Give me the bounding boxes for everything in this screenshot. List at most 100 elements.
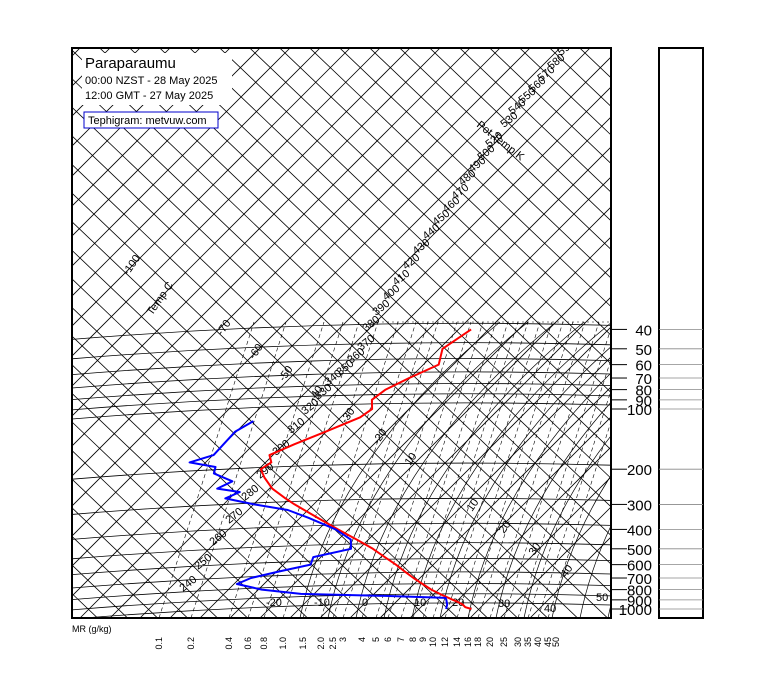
mr-label: 12 [440, 637, 450, 647]
isotherm-label: 10 [414, 597, 426, 609]
isotherm-line [409, 416, 611, 618]
dry-adiabat-line [0, 0, 90, 668]
dry-adiabat-line [219, 48, 611, 422]
temp-c-label: Temp C [145, 280, 177, 318]
mixing-ratio-line [302, 321, 399, 618]
mixing-ratio-line [422, 321, 519, 618]
isotherm-line [0, 0, 40, 618]
dry-adiabat-line [189, 48, 611, 451]
mr-label: 35 [523, 637, 533, 647]
mixing-ratio-line [375, 321, 472, 618]
mr-label: 2.0 [316, 637, 326, 650]
isotherm-label: -20 [266, 597, 282, 609]
dry-adiabat-line [129, 48, 611, 508]
mixing-ratio-line [489, 321, 586, 618]
mr-label: 6 [383, 637, 393, 642]
pressure-label: 50 [635, 342, 652, 359]
pressure-label: 100 [627, 402, 652, 419]
mixing-ratio-line [412, 321, 509, 618]
moist-adiabat-line [551, 474, 611, 618]
mixing-ratio-line [320, 321, 417, 618]
dry-adiabat-line [99, 48, 611, 537]
mr-label: 1.0 [278, 637, 288, 650]
mr-label: 2.5 [328, 637, 338, 650]
isotherm-line [259, 266, 611, 618]
isobar-line [72, 358, 611, 376]
isotherm-label: -10 [314, 597, 330, 609]
isotherm-line [72, 48, 501, 477]
isotherm-label: -20 [371, 427, 390, 447]
mr-label: 30 [513, 637, 523, 647]
isotherm-label: 30 [498, 598, 510, 610]
mr-axis-title: MR (g/kg) [72, 624, 112, 634]
mr-label: 7 [396, 637, 406, 642]
mr-label: 25 [499, 637, 509, 647]
dry-adiabat-line [72, 49, 611, 565]
mixing-ratio-line [527, 358, 611, 618]
dry-adiabat-line [72, 164, 549, 618]
isotherm-line [109, 116, 611, 618]
temperature-profile [259, 328, 472, 610]
isotherm-label: -70 [215, 318, 234, 338]
mr-label: 1.5 [298, 637, 308, 650]
isotherm-line [72, 48, 531, 507]
isotherm-label: 10 [403, 451, 420, 468]
theta-label: 310 [285, 416, 307, 437]
dry-adiabat-line [72, 478, 219, 618]
pressure-label: 1000 [619, 602, 652, 619]
isotherm-line [499, 506, 611, 618]
dry-adiabat-line [309, 48, 611, 336]
isotherm-label: 40 [559, 563, 576, 580]
mr-label: 0.2 [186, 637, 196, 650]
isotherm-label: 30 [527, 541, 544, 558]
pressure-label: 500 [627, 542, 652, 559]
moist-adiabat-line [439, 346, 611, 618]
pressure-label: 200 [627, 462, 652, 479]
mr-label: 45 [543, 637, 553, 647]
isotherm-label: -100 [121, 253, 143, 278]
isotherm-line [379, 386, 611, 618]
mixing-ratio-line [247, 321, 344, 618]
theta-label: 590 [555, 38, 577, 59]
isobar-line [72, 497, 611, 515]
isotherm-line [289, 296, 611, 618]
dry-adiabat-line [519, 48, 611, 136]
moist-adiabat-line [355, 321, 557, 618]
mixing-ratio-line [477, 321, 574, 618]
mixing-ratio-line [400, 321, 497, 618]
pressure-label: 40 [635, 322, 652, 339]
mixing-ratio-line [282, 321, 379, 618]
mixing-ratio-line [361, 321, 458, 618]
mr-label: 10 [428, 637, 438, 647]
mixing-ratio-line [263, 321, 360, 618]
isobar-line [72, 558, 611, 576]
mixing-ratio-line [537, 389, 611, 618]
tephigram-grid [0, 0, 611, 668]
dry-adiabat-line [72, 221, 489, 618]
pressure-label: 300 [627, 497, 652, 514]
isotherm-label: 10 [465, 497, 482, 514]
dry-adiabat-line [279, 48, 611, 365]
dry-adiabat-line [339, 48, 611, 308]
dry-adiabat-line [369, 48, 611, 279]
pressure-label: 60 [635, 358, 652, 375]
isotherm-line [72, 48, 411, 387]
isotherm-line [72, 48, 381, 357]
isobar-line [79, 602, 611, 618]
moist-adiabat-line [467, 372, 611, 618]
isobar-line [72, 383, 611, 401]
isotherm-line [169, 176, 611, 618]
pressure-label: 80 [635, 383, 652, 400]
mr-label: 18 [473, 637, 483, 647]
mr-label: 5 [371, 637, 381, 642]
credit-badge[interactable] [83, 111, 219, 129]
isobar-line [72, 522, 611, 540]
isotherm-line [349, 356, 611, 618]
mixing-ratio-line [190, 321, 287, 618]
mixing-ratio-line [547, 420, 611, 618]
dry-adiabat-line [0, 0, 30, 668]
isotherm-line [0, 0, 70, 618]
isotherm-line [0, 0, 10, 618]
